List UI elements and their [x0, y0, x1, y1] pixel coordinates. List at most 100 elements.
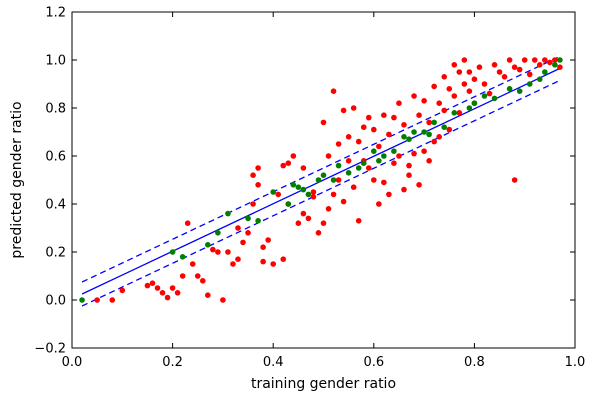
series-0-point-68: [376, 143, 382, 150]
series-0-point-48: [325, 206, 332, 212]
series-0-point-33: [275, 191, 282, 198]
series-0-point-14: [199, 278, 206, 284]
series-1-point-10: [290, 182, 297, 188]
series-0-point-78: [401, 186, 407, 193]
series-0-point-71: [381, 112, 387, 118]
series-0-point-41: [300, 165, 307, 171]
series-1-point-33: [466, 105, 473, 111]
series-0-point-30: [260, 258, 266, 265]
series-0-point-81: [406, 162, 412, 169]
series-0-point-13: [194, 273, 201, 279]
series-1-point-5: [225, 210, 231, 217]
series-1-point-31: [441, 124, 448, 130]
series-0-point-40: [300, 210, 307, 217]
series-0-point-11: [184, 220, 191, 226]
series-0-point-83: [411, 93, 417, 99]
series-0-point-79: [401, 122, 407, 128]
series-0-point-106: [471, 76, 478, 82]
series-0-point-66: [371, 126, 377, 133]
y-tick-label: 0.4: [45, 198, 66, 213]
series-0-point-60: [355, 138, 362, 145]
series-1-point-43: [557, 57, 563, 63]
series-1-point-15: [320, 172, 327, 178]
series-0-point-100: [456, 69, 463, 75]
series-0-point-92: [436, 134, 442, 140]
series-0-point-45: [315, 230, 322, 236]
series-0-point-46: [320, 119, 327, 126]
series-0-point-80: [406, 172, 412, 178]
series-0-point-23: [240, 239, 246, 246]
series-1-point-6: [245, 215, 251, 222]
series-0-point-22: [235, 225, 241, 231]
series-0-point-89: [426, 119, 432, 126]
series-1-point-0: [79, 297, 85, 303]
series-0-point-102: [461, 81, 468, 87]
series-0-point-116: [511, 64, 518, 70]
series-0-point-98: [451, 62, 458, 68]
x-tick-label: 1.0: [565, 355, 586, 370]
y-axis-label: predicted gender ratio: [9, 101, 25, 258]
series-0-point-10: [179, 273, 186, 279]
series-0-point-123: [547, 59, 553, 66]
series-1-point-39: [526, 81, 533, 87]
series-0-point-111: [491, 62, 498, 68]
series-1-point-25: [401, 134, 407, 140]
series-1-point-20: [360, 160, 367, 166]
series-1-point-32: [451, 110, 458, 116]
series-0-point-74: [391, 160, 397, 166]
series-0-point-90: [431, 83, 437, 90]
y-tick-label: 1.0: [45, 54, 66, 69]
y-tick-label: 0.2: [45, 246, 66, 261]
series-0-point-101: [456, 110, 463, 116]
series-0-point-93: [436, 100, 442, 106]
x-tick-label: 0.2: [162, 355, 183, 370]
series-0-point-38: [290, 153, 297, 159]
series-0-point-5: [154, 285, 161, 291]
x-tick-label: 0.6: [363, 355, 384, 370]
series-0-point-99: [451, 93, 458, 99]
series-0-point-118: [521, 57, 528, 63]
series-1-point-24: [391, 148, 397, 154]
y-tick-label: 0.0: [45, 294, 66, 309]
series-1-point-11: [295, 184, 302, 190]
series-0-point-0: [94, 297, 100, 303]
series-0-point-105: [466, 69, 473, 75]
series-0-point-6: [159, 290, 166, 296]
series-0-point-51: [330, 88, 337, 94]
series-0-point-50: [330, 191, 337, 198]
series-0-point-63: [360, 124, 367, 130]
series-0-point-121: [536, 62, 543, 68]
series-1-point-9: [285, 201, 292, 207]
series-0-point-24: [245, 230, 251, 236]
x-tick-label: 0.8: [464, 355, 485, 370]
series-0-point-95: [441, 74, 448, 80]
series-0-point-58: [350, 105, 357, 111]
series-1-point-2: [179, 253, 186, 260]
y-tick-label: 0.8: [45, 102, 66, 117]
series-0-point-72: [386, 191, 392, 198]
axis-ticks: 0.0 0.2 0.4 0.6 0.8 1.0−0.20.00.20.40.60.81.0…: [34, 6, 585, 371]
series-0-point-44: [310, 189, 317, 195]
series-0-point-73: [386, 131, 392, 138]
series-0-point-32: [270, 261, 277, 267]
series-0-point-15: [205, 292, 211, 299]
series-0-point-122: [542, 57, 548, 63]
x-tick-label: 0.4: [263, 355, 284, 370]
series-0-point-69: [376, 201, 382, 207]
series-0-point-65: [365, 114, 372, 121]
series-0-point-112: [496, 69, 503, 75]
series-0-point-117: [516, 66, 523, 73]
series-0-point-86: [421, 148, 427, 154]
series-0-point-119: [526, 71, 533, 78]
series-0-point-120: [531, 57, 538, 63]
series-1-point-8: [270, 189, 277, 195]
series-1-point-3: [205, 242, 211, 248]
series-0-point-97: [446, 86, 453, 92]
dashed-band-line-2: [81, 79, 561, 307]
series-0-point-52: [335, 177, 342, 183]
series-0-point-7: [164, 294, 171, 301]
series-1-point-18: [345, 170, 352, 176]
series-0-point-28: [255, 182, 261, 188]
series-0-point-64: [365, 165, 372, 171]
series-0-point-82: [411, 150, 417, 157]
